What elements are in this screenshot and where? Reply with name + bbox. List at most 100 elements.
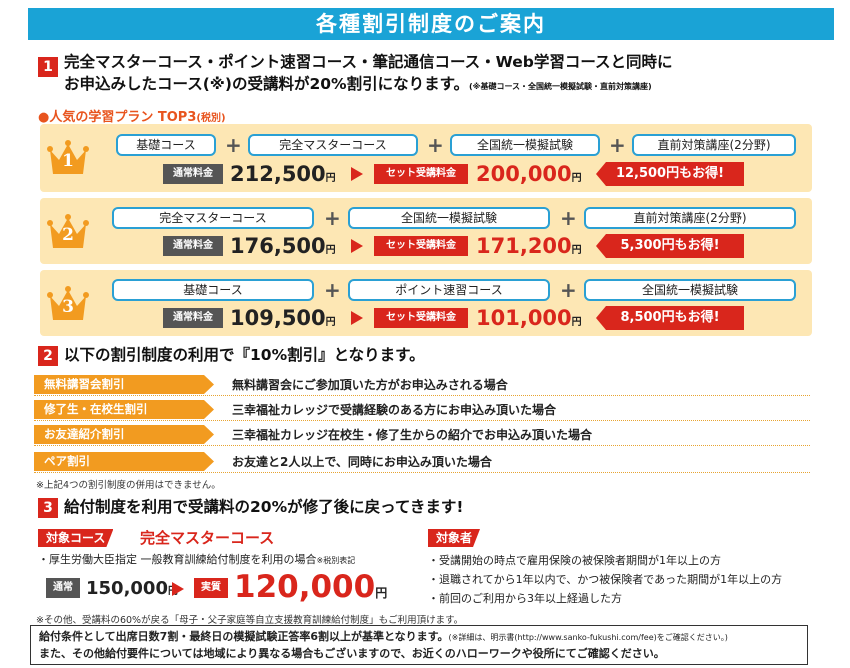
target-course-name: 完全マスターコース xyxy=(140,529,275,547)
page-title: 各種割引制度のご案内 xyxy=(28,8,834,40)
normal-price: 176,500円 xyxy=(230,235,336,262)
benefit-line-text: ・厚生労働大臣指定 一般教育訓練給付制度を利用の場合 xyxy=(38,553,317,566)
discount-text: 無料講習会にご参加頂いた方がお申込みされる場合 xyxy=(232,378,508,392)
yen-unit: 円 xyxy=(571,317,582,328)
target-course-tag: 対象コース xyxy=(38,529,113,547)
plus-sign: + xyxy=(225,133,242,157)
discount-text: 三幸福祉カレッジ在校生・修了生からの紹介でお申込み頂いた場合 xyxy=(232,428,593,442)
crown-icon: 2 xyxy=(46,210,90,254)
footer-line-2: また、その他給付要件については地域により異なる場合もございますので、お近くのハロ… xyxy=(39,647,665,660)
arrow-right-icon xyxy=(172,582,184,596)
course-box: 基礎コース xyxy=(116,134,216,156)
set-price-value: 171,200 xyxy=(476,234,572,258)
plan-rank-2: 2 完全マスターコース + 全国統一模擬試験 + 直前対策講座(2分野) 通常料… xyxy=(40,198,812,264)
normal-price-label: 通常料金 xyxy=(163,236,223,256)
plans-heading-tax: (税別) xyxy=(196,113,226,124)
course-box: 完全マスターコース xyxy=(112,207,314,229)
crown-icon: 3 xyxy=(46,282,90,326)
footer-notice: 給付条件として出席日数7割・最終日の模擬試験正答率6割以上が基準となります。(※… xyxy=(30,625,808,665)
normal-price-label: 通常料金 xyxy=(163,164,223,184)
normal-price-value: 212,500 xyxy=(230,162,326,186)
discount-row: 無料講習会割引 無料講習会にご参加頂いた方がお申込みされる場合 xyxy=(34,374,810,396)
course-box: 直前対策講座(2分野) xyxy=(632,134,796,156)
discount-label: 無料講習会割引 xyxy=(34,375,214,394)
section-2-heading: 以下の割引制度の利用で『10%割引』となります。 xyxy=(64,346,425,364)
rank-number: 1 xyxy=(62,151,74,171)
saving-badge: 12,500円もお得! xyxy=(596,162,744,186)
discount-label: 修了生・在校生割引 xyxy=(34,400,214,419)
section-1-number: 1 xyxy=(38,57,58,77)
course-box: 全国統一模擬試験 xyxy=(584,279,796,301)
yen-unit: 円 xyxy=(375,586,388,600)
section-3-number: 3 xyxy=(38,498,58,518)
discount-row: 修了生・在校生割引 三幸福祉カレッジで受講経験のある方にお申込み頂いた場合 xyxy=(34,399,810,421)
plan-rank-1: 1 基礎コース + 完全マスターコース + 全国統一模擬試験 + 直前対策講座(… xyxy=(40,124,812,192)
section-3-note: ※その他、受講料の60%が戻る「母子・父子家庭等自立支援教育訓練給付制度」もご利… xyxy=(36,615,464,626)
plus-sign: + xyxy=(560,278,577,302)
section-3-heading: 給付制度を利用で受講料の20%が修了後に戻ってきます! xyxy=(64,498,464,516)
course-box: 全国統一模擬試験 xyxy=(450,134,600,156)
normal-price-label: 通常料金 xyxy=(163,308,223,328)
section-2-note: ※上記4つの割引制度の併用はできません。 xyxy=(36,480,221,491)
yen-unit: 円 xyxy=(325,245,336,256)
set-price: 101,000円 xyxy=(476,307,582,334)
plus-sign: + xyxy=(560,206,577,230)
set-price-label: セット受講料金 xyxy=(374,308,468,328)
course-box: 完全マスターコース xyxy=(248,134,418,156)
rank-number: 3 xyxy=(62,297,74,317)
actual-tag: 実質 xyxy=(194,578,228,598)
section-1-note: (※基礎コース・全国統一模擬試験・直前対策講座) xyxy=(469,82,652,91)
discount-label: お友達紹介割引 xyxy=(34,425,214,444)
normal-price-value: 176,500 xyxy=(230,234,326,258)
rank-number: 2 xyxy=(62,225,74,245)
plus-sign: + xyxy=(324,278,341,302)
target-person-tag: 対象者 xyxy=(428,529,480,547)
course-box: 基礎コース xyxy=(112,279,314,301)
discount-text: 三幸福祉カレッジで受講経験のある方にお申込み頂いた場合 xyxy=(232,403,557,417)
discount-text: お友達と2人以上で、同時にお申込み頂いた場合 xyxy=(232,455,492,469)
plan-rank-3: 3 基礎コース + ポイント速習コース + 全国統一模擬試験 通常料金 109,… xyxy=(40,270,812,336)
discount-row: お友達紹介割引 三幸福祉カレッジ在校生・修了生からの紹介でお申込み頂いた場合 xyxy=(34,424,810,446)
section-2-number: 2 xyxy=(38,346,58,366)
benefit-actual-value: 120,000 xyxy=(234,569,376,605)
yen-unit: 円 xyxy=(325,173,336,184)
plans-heading-text: ●人気の学習プラン TOP3 xyxy=(38,110,197,125)
normal-price-value: 109,500 xyxy=(230,306,326,330)
discount-row: ペア割引 お友達と2人以上で、同時にお申込み頂いた場合 xyxy=(34,451,810,473)
section-1-line1: 完全マスターコース・ポイント速習コース・筆記通信コース・Web学習コースと同時に xyxy=(64,53,673,71)
arrow-right-icon xyxy=(351,311,363,325)
normal-price: 109,500円 xyxy=(230,307,336,334)
set-price-label: セット受講料金 xyxy=(374,236,468,256)
saving-badge: 8,500円もお得! xyxy=(596,306,744,330)
course-box: 直前対策講座(2分野) xyxy=(584,207,796,229)
yen-unit: 円 xyxy=(571,173,582,184)
condition-item: ・前回のご利用から3年以上経過した方 xyxy=(428,592,622,605)
condition-item: ・受講開始の時点で雇用保険の被保険者期間が1年以上の方 xyxy=(428,554,721,567)
tax-note: ※税別表記 xyxy=(316,556,356,565)
footer-line-1-text: 給付条件として出席日数7割・最終日の模擬試験正答率6割以上が基準となります。 xyxy=(39,630,449,643)
benefit-normal-value: 150,000 xyxy=(86,578,168,599)
set-price: 171,200円 xyxy=(476,235,582,262)
section-1-line2: お申込みしたコース(※)の受講料が20%割引になります。 xyxy=(64,75,470,93)
condition-item: ・退職されてから1年以内で、かつ被保険者であった期間が1年以上の方 xyxy=(428,573,783,586)
set-price-value: 200,000 xyxy=(476,162,572,186)
footer-line-1-small: (※詳細は、明示書(http://www.sanko-fukushi.com/f… xyxy=(448,633,728,642)
yen-unit: 円 xyxy=(571,245,582,256)
benefit-line: ・厚生労働大臣指定 一般教育訓練給付制度を利用の場合※税別表記 xyxy=(38,552,355,569)
saving-badge: 5,300円もお得! xyxy=(596,234,744,258)
course-box: 全国統一模擬試験 xyxy=(348,207,550,229)
set-price: 200,000円 xyxy=(476,163,582,190)
discount-label: ペア割引 xyxy=(34,452,214,471)
arrow-right-icon xyxy=(351,239,363,253)
benefit-normal-price: 150,000円 xyxy=(86,579,178,602)
plans-heading: ●人気の学習プラン TOP3(税別) xyxy=(38,106,226,125)
plus-sign: + xyxy=(324,206,341,230)
set-price-label: セット受講料金 xyxy=(374,164,468,184)
course-box: ポイント速習コース xyxy=(348,279,550,301)
section-1-line2-wrap: お申込みしたコース(※)の受講料が20%割引になります。(※基礎コース・全国統一… xyxy=(64,74,652,97)
normal-price: 212,500円 xyxy=(230,163,336,190)
benefit-actual-price: 120,000円 xyxy=(234,570,387,610)
plus-sign: + xyxy=(427,133,444,157)
plus-sign: + xyxy=(609,133,626,157)
